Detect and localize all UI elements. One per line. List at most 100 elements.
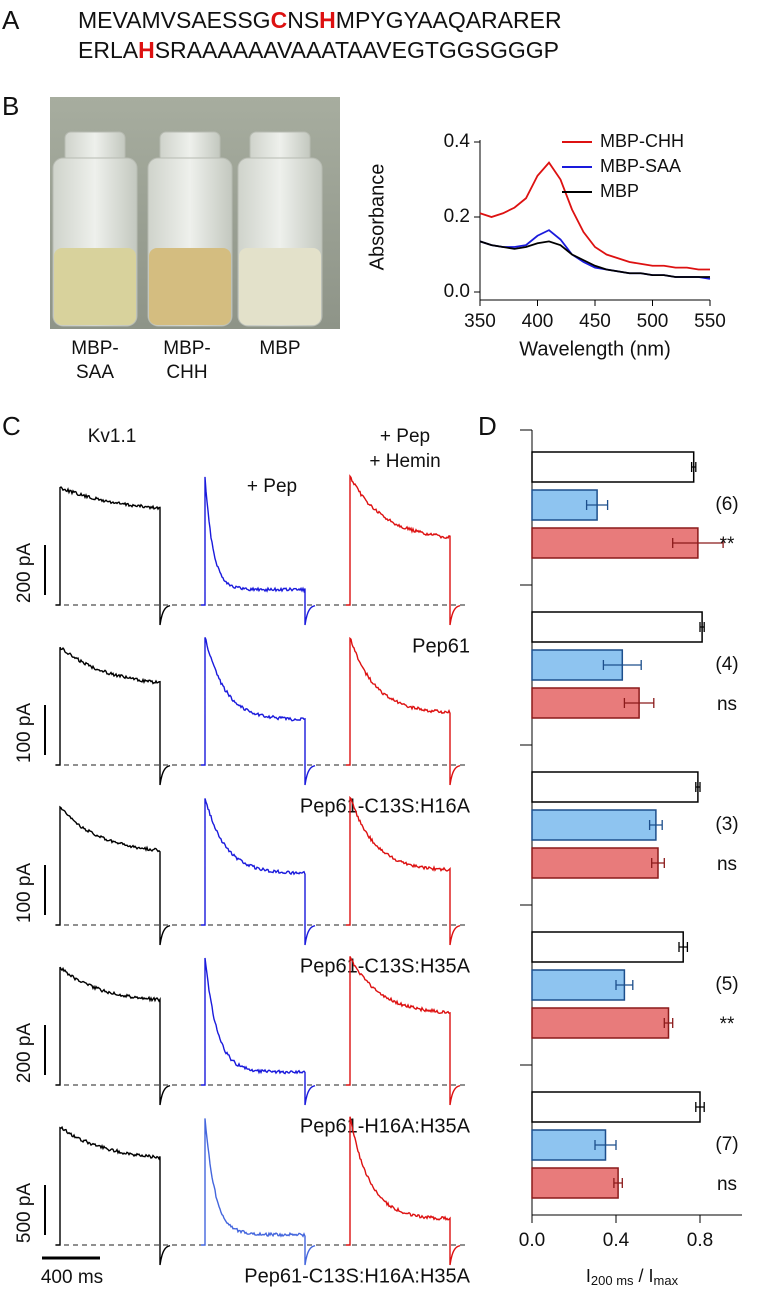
panel-label: A <box>2 5 20 35</box>
current-trace <box>201 957 316 1106</box>
bar <box>531 847 659 879</box>
significance-label: ** <box>720 534 735 555</box>
column-label: + Pep <box>247 476 297 497</box>
sequence-residue: NS <box>287 7 319 33</box>
legend-label: MBP <box>600 181 639 201</box>
legend-label: MBP-SAA <box>600 156 681 176</box>
x-axis-label-part: / I <box>634 1266 654 1286</box>
sequence-line: ERLAHSRAAAAAAVAAATAAVEGTGGSGGGP <box>78 37 559 63</box>
current-trace <box>201 798 316 946</box>
current-trace <box>346 474 461 626</box>
error-bar <box>602 660 642 670</box>
sequence-residue: ERLA <box>78 37 139 63</box>
vial-liquid <box>149 248 231 325</box>
error-bar <box>585 500 609 510</box>
scale-bar-label: 500 pA <box>14 1183 35 1244</box>
error-bar <box>690 462 697 472</box>
x-tick-label: 450 <box>579 311 611 332</box>
bar <box>531 1007 670 1039</box>
current-trace <box>201 476 316 626</box>
n-label: (7) <box>715 1134 738 1155</box>
sequence-residue: MPYGYAAQARARER <box>336 7 562 33</box>
photo-label: MBP- <box>71 338 119 359</box>
significance-label: ** <box>720 1014 735 1035</box>
x-tick-label: 0.8 <box>687 1230 713 1251</box>
scale-bar-label: 100 pA <box>14 863 35 924</box>
current-trace <box>56 486 171 626</box>
error-bar <box>648 820 663 830</box>
line-series <box>479 161 710 271</box>
bar <box>531 809 657 841</box>
error-bar <box>594 1140 617 1150</box>
scale-bar-label: 100 pA <box>14 703 35 764</box>
current-trace <box>346 956 461 1106</box>
x-tick-label: 350 <box>464 311 496 332</box>
significance-label: ns <box>717 854 737 875</box>
error-bar <box>672 538 724 548</box>
x-axis-label: Wavelength (nm) <box>519 338 671 360</box>
current-trace <box>201 1118 316 1266</box>
n-label: (4) <box>715 654 738 675</box>
x-axis-label-part: 200 ms <box>591 1273 634 1288</box>
row-label: Pep61 <box>412 635 470 657</box>
legend-label: MBP-CHH <box>600 131 684 151</box>
line-series <box>479 240 710 278</box>
error-bar <box>678 942 689 952</box>
significance-label: ns <box>717 694 737 715</box>
sequence-residue: H <box>319 7 336 33</box>
current-trace <box>346 636 461 786</box>
sequence-residue: H <box>138 37 155 63</box>
y-axis-label: Absorbance <box>366 164 388 271</box>
current-trace <box>346 795 461 946</box>
error-bar <box>651 858 665 868</box>
row-label: Pep61-H16A:H35A <box>300 1115 471 1137</box>
current-trace <box>56 966 171 1106</box>
error-bar <box>695 782 701 792</box>
photo-label: MBP- <box>163 338 211 359</box>
y-tick-label: 0.2 <box>444 206 470 227</box>
current-trace <box>201 637 316 786</box>
error-bar <box>623 698 655 708</box>
bar <box>531 611 703 643</box>
bar <box>531 687 640 719</box>
vial-liquid <box>239 248 321 325</box>
row-label: Pep61-C13S:H16A <box>300 795 471 817</box>
column-label: + Pep <box>380 426 430 447</box>
scale-bar-label: 200 pA <box>14 1023 35 1084</box>
row-label: Pep61-C13S:H35A <box>300 955 471 977</box>
bar <box>531 771 699 803</box>
x-tick-label: 0.4 <box>603 1230 630 1251</box>
x-tick-label: 500 <box>637 311 669 332</box>
column-label: + Hemin <box>369 451 440 472</box>
bar <box>531 527 699 559</box>
vial-liquid <box>54 248 136 325</box>
scale-bar-label: 200 pA <box>14 543 35 604</box>
photo-label: MBP <box>259 338 300 359</box>
panel-label: B <box>2 91 19 121</box>
bar <box>531 1167 619 1199</box>
current-trace <box>56 1125 171 1266</box>
panel-label: C <box>2 411 21 441</box>
y-tick-label: 0.4 <box>444 131 471 152</box>
panel-label: D <box>478 411 497 441</box>
error-bar <box>613 1178 623 1188</box>
time-bar-label: 400 ms <box>41 1267 103 1288</box>
significance-label: ns <box>717 1174 737 1195</box>
row-label: Pep61-C13S:H16A:H35A <box>244 1265 470 1287</box>
sequence-line: MEVAMVSAESSGCNSHMPYGYAAQARARER <box>78 7 562 33</box>
n-label: (6) <box>715 494 738 515</box>
bar <box>531 451 695 483</box>
x-axis-label-part: max <box>654 1273 679 1288</box>
x-axis-label-part: I <box>586 1266 591 1286</box>
photo-label: CHH <box>166 362 207 383</box>
n-label: (3) <box>715 814 738 835</box>
photo-label: SAA <box>76 362 114 383</box>
current-trace <box>56 805 171 946</box>
x-axis-label: I200 ms / Imax <box>586 1266 679 1289</box>
current-trace <box>56 646 171 786</box>
error-bar <box>699 622 705 632</box>
bar <box>531 931 684 963</box>
error-bar <box>695 1102 705 1112</box>
